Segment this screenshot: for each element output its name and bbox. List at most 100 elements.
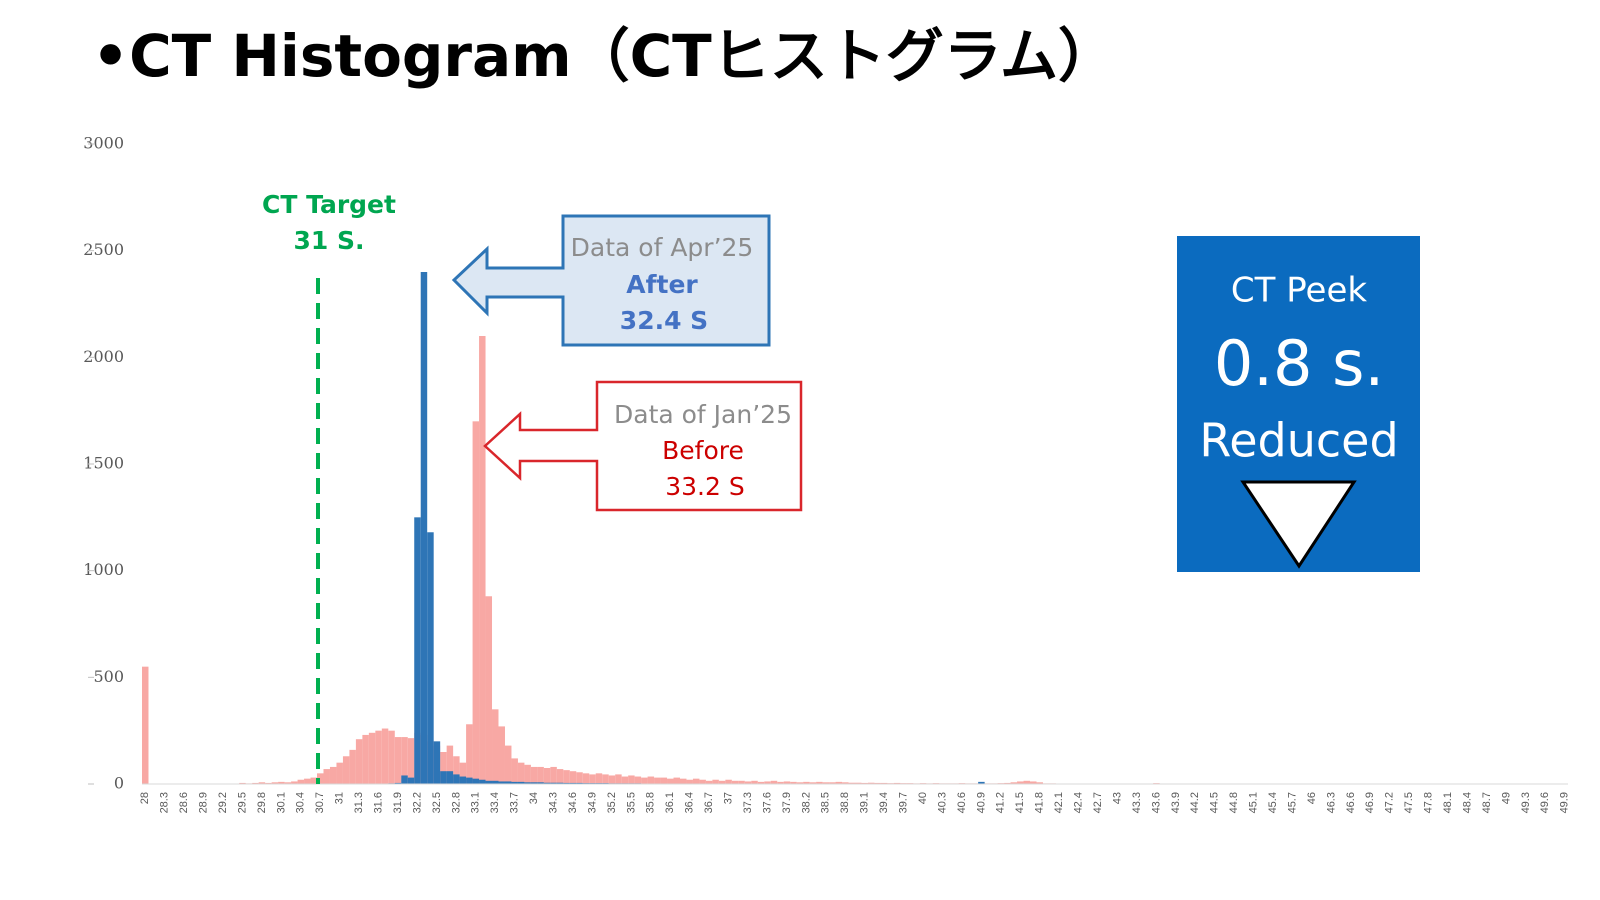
bar (446, 771, 454, 784)
bar (498, 781, 505, 784)
bar (835, 781, 843, 784)
x-tick-label: 33.7 (509, 792, 521, 813)
bar (621, 776, 629, 784)
bar (628, 775, 635, 784)
bar (394, 782, 402, 784)
bar (388, 730, 395, 784)
bar (569, 771, 577, 784)
bar (867, 782, 875, 784)
x-tick-label: 49.6 (1539, 792, 1551, 813)
bar (459, 762, 467, 784)
x-tick-label: 47.2 (1384, 792, 1396, 813)
bar (142, 666, 149, 784)
plot: 0 500 1000 1500 2000 2500 3000 28 28.3 28.6 28.9 29… (83, 134, 1570, 814)
bar (647, 776, 655, 784)
x-tick-label: 44.8 (1228, 792, 1240, 813)
bar (634, 776, 642, 784)
bar (433, 741, 441, 784)
bar (440, 752, 447, 784)
x-tick-label: 41.5 (1014, 792, 1026, 813)
x-tick-label: 35.2 (606, 792, 618, 813)
x-tick-label: 43 (1111, 792, 1123, 804)
bar (692, 778, 700, 784)
bar (517, 762, 525, 784)
bar (783, 781, 791, 784)
bar (524, 764, 531, 784)
before-label: Before (662, 436, 744, 465)
bar (1036, 782, 1043, 784)
x-tick-label: 40.6 (956, 792, 968, 813)
bar (589, 774, 596, 784)
y-tick-label: 3000 (83, 134, 124, 153)
x-tick-label: 49.9 (1559, 792, 1571, 813)
bar (751, 780, 758, 784)
bar (861, 782, 868, 784)
bar (304, 778, 311, 784)
x-tick-label: 28.6 (178, 792, 190, 813)
bar (725, 779, 732, 784)
x-tick-label: 30.1 (275, 792, 287, 813)
bar (466, 724, 473, 784)
y-tick-label: 1500 (83, 454, 124, 473)
bar (556, 769, 564, 784)
x-tick-label: 36.4 (684, 792, 696, 813)
x-tick-label: 41.8 (1034, 792, 1046, 813)
bar (504, 781, 512, 784)
x-tick-label: 43.6 (1150, 792, 1162, 813)
bar (394, 737, 402, 784)
x-tick-label: 34 (528, 792, 540, 804)
bar (582, 773, 590, 784)
bar (479, 779, 486, 784)
bar (401, 737, 408, 784)
x-tick-label: 38.8 (839, 792, 851, 813)
bar (342, 756, 350, 784)
x-tick-label: 28 (139, 792, 151, 804)
bar (401, 775, 408, 784)
x-tick-label: 40.9 (975, 792, 987, 813)
x-tick-label: 32.5 (431, 792, 443, 813)
bar (790, 781, 797, 784)
bar (362, 734, 369, 784)
bar (291, 781, 298, 784)
x-tick-label: 44.2 (1189, 792, 1201, 813)
y-tick-label: 2500 (83, 240, 124, 259)
bar (530, 782, 538, 784)
bar (744, 781, 752, 784)
x-tick-label: 48.7 (1481, 792, 1493, 813)
x-tick-label: 46.3 (1325, 792, 1337, 813)
x-tick-label: 33.4 (489, 792, 501, 813)
bar (731, 780, 739, 784)
bar (1030, 781, 1037, 784)
x-tick-label: 45.4 (1267, 792, 1279, 813)
bar (556, 782, 564, 784)
x-tick-label: 43.9 (1170, 792, 1182, 813)
x-tick-label: 39.7 (898, 792, 910, 813)
down-triangle (1240, 480, 1357, 569)
bar (809, 782, 817, 784)
bar (738, 780, 745, 784)
bar (278, 781, 285, 784)
bar (368, 732, 376, 784)
bar (712, 779, 719, 784)
bar (440, 771, 447, 784)
bar (757, 781, 765, 784)
x-tick-label: 41.2 (995, 792, 1007, 813)
bar (479, 336, 486, 784)
x-tick-label: 32.8 (450, 792, 462, 813)
bar (504, 745, 512, 784)
bar (446, 745, 454, 784)
peak-label: Reduced (1199, 414, 1398, 468)
bar (407, 777, 415, 784)
bar (563, 782, 570, 784)
x-tick-label: 37.6 (761, 792, 773, 813)
bar (310, 777, 318, 784)
x-tick-label: 33.1 (470, 792, 482, 813)
x-tick-label: 28.9 (197, 792, 209, 813)
bar (641, 777, 648, 784)
bar (1004, 782, 1011, 784)
bar (530, 766, 538, 784)
bar (453, 756, 460, 784)
bar (375, 730, 382, 784)
x-tick-label: 34.9 (586, 792, 598, 813)
